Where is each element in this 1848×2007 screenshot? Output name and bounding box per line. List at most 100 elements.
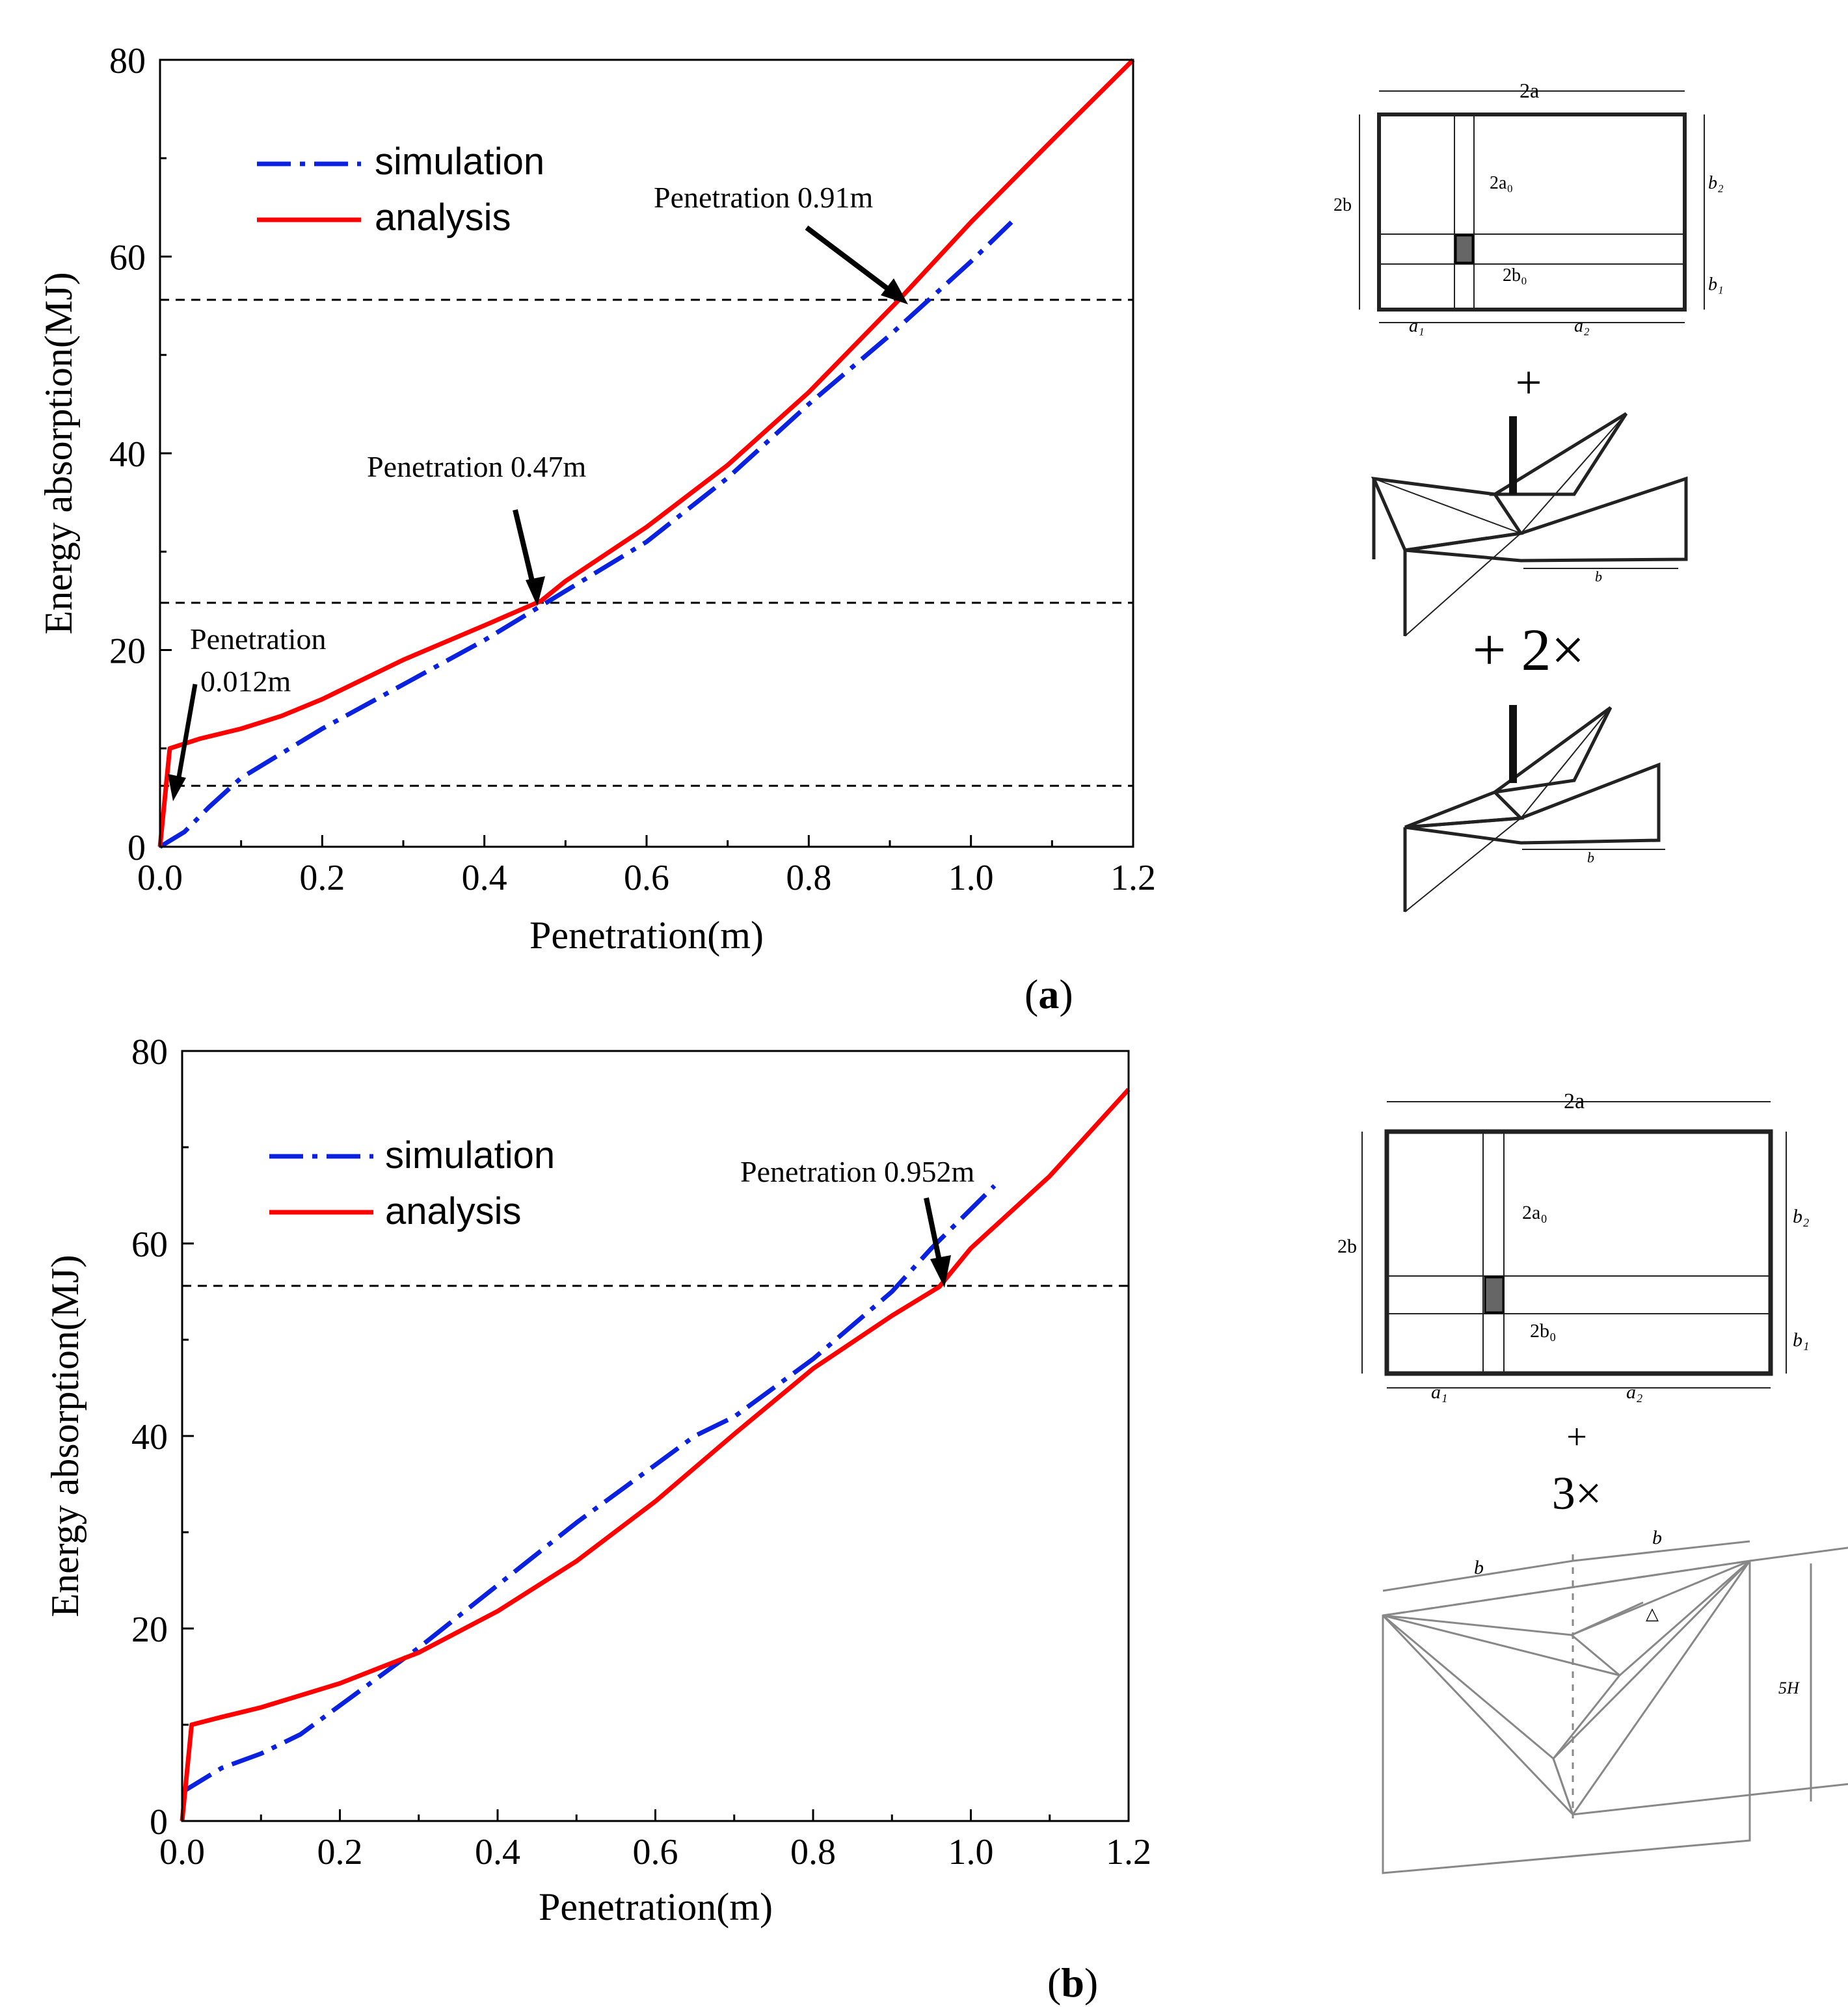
chart-b-ytick-label-2: 40 [131,1417,168,1457]
chart-b-xtick-label-5: 1.0 [948,1832,994,1872]
diagram-a-label-2a0: 2a₀ [1490,173,1513,193]
diagram-b-plate-outline [1384,1129,1773,1376]
chart-a-ytick-label-3: 60 [109,238,146,278]
chart-b-xtick-label-1: 0.2 [317,1832,363,1872]
chart-b-ylabel: Energy absorption(MJ) [44,1255,87,1617]
fold-b-face-center [1382,1614,1574,1816]
annotation-a-091-arrowhead [881,278,908,304]
panel-label-a: (a) [1024,971,1073,1017]
fold2-hinge-2 [1404,817,1521,912]
diagram-b-fold [1382,1540,1848,1874]
diagram-b-label-2b0: 2b₀ [1530,1320,1556,1342]
chart-a-ytick-label-0: 0 [127,828,146,868]
chart-b-ytick-label-0: 0 [150,1802,168,1842]
diagram-b-label-a2: a₂ [1626,1381,1642,1403]
legend-b-simulation-label: simulation [385,1134,555,1176]
diagram-a-fold1-label-b: b [1595,568,1602,585]
annotation-a-0012-arrowhead [168,774,186,801]
chart-b-ytick-label-3: 60 [131,1225,168,1265]
diagram-b-label-right-b: b [1652,1527,1662,1548]
annotation-a-047-arrow [513,509,537,592]
chart-b-xtick-label-2: 0.4 [475,1832,520,1872]
annotation-a-091-text: Penetration 0.91m [654,181,873,214]
diagram-a-plate [1359,90,1705,323]
fold-b-dim-left [1382,1560,1573,1592]
chart-b-series-analysis [180,1087,1131,1822]
chart-b-ticklabels: 0.0 0.2 0.4 0.6 0.8 1.0 1.2 0 20 40 60 80 [131,1032,1151,1872]
chart-a-xtick-label-5: 1.0 [948,858,994,898]
fold1-hinge-2 [1373,478,1521,534]
annotation-b-0952-arrow [924,1197,943,1268]
chart-b-annotations: Penetration 0.952m [740,1155,974,1288]
chart-b-ytick-label-1: 20 [131,1610,168,1650]
diagram-b-plus1: + [1566,1417,1587,1457]
diagram-a-plate-outline [1377,113,1687,312]
legend-a-simulation-label: simulation [375,140,544,183]
diagram-a-plus1: + [1516,356,1542,408]
fold-b-backplane [1382,1560,1751,1874]
annotation-a-047-text: Penetration 0.47m [367,450,586,483]
diagram-a-fold2 [1403,706,1665,912]
chart-a-plot-frame [159,59,1134,848]
chart-a: 0.0 0.2 0.4 0.6 0.8 1.0 1.2 0 20 40 60 80 Penetrati… [37,41,1156,957]
fold-b-dim-right [1572,1540,1750,1562]
chart-b-xtick-label-3: 0.6 [633,1832,678,1872]
diagram-b-label-a1: a₁ [1431,1381,1447,1403]
chart-a-ylabel: Energy absorption(MJ) [37,272,80,634]
diagram-b-label-delta: △ [1646,1604,1659,1623]
chart-b-xtick-label-4: 0.8 [790,1832,836,1872]
fold-b-delta-line [1571,1601,1644,1636]
annotation-b-0952-arrowhead [930,1255,951,1288]
chart-a-ytick-label-2: 40 [109,434,146,475]
diagram-a-label-2b0: 2b₀ [1503,265,1527,286]
legend-b-analysis-label: analysis [385,1190,522,1232]
chart-a-series-analysis [157,58,1135,847]
diagram-b-times: 3× [1552,1467,1602,1519]
chart-a-ticks [159,59,1134,848]
diagram-a-label-b1: b₁ [1708,274,1724,295]
diagram-a-load-patch [1454,234,1474,264]
diagram-b-plate [1361,1101,1787,1389]
chart-a-annotations: Penetration 0.012m Penetration 0.47m Pen… [168,181,908,801]
panel-label-b: (b) [1047,1960,1098,2006]
fold1-hinge-4 [1404,533,1521,637]
annotation-a-0012-arrow [174,684,198,789]
fold-b-top-right-ext [1749,1547,1848,1562]
annotation-a-091-arrow [805,225,898,298]
chart-b-legend: simulation analysis [269,1134,555,1232]
fold-b-face-left [1382,1614,1620,1677]
diagram-b-plate-labels: 2a 2b 2a₀ 2b₀ a₁ a₂ b₂ b₁ [1337,1089,1809,1403]
fold2-top-wing [1493,706,1613,794]
diagram-a-fold2-label-b: b [1587,849,1594,866]
diagram-a-plus2: + 2× [1473,617,1585,683]
annotation-b-0952-text: Penetration 0.952m [740,1155,974,1188]
chart-b-xlabel: Penetration(m) [539,1885,773,1928]
annotation-a-0012-line2: 0.012m [200,665,291,698]
chart-a-ytick-label-4: 80 [109,41,146,81]
diagram-b-label-2a0: 2a₀ [1522,1202,1547,1223]
chart-a-xtick-label-3: 0.6 [624,858,669,898]
diagram-b-label-left-b: b [1474,1557,1484,1578]
diagram-b-label-5h: 5H [1778,1679,1800,1697]
diagram-a-plate-labels: 2a 2b 2a₀ 2b₀ a₁ a₂ b₂ b₁ [1333,79,1724,336]
chart-a-xtick-label-2: 0.4 [462,858,507,898]
chart-b-series-simulation [181,1184,997,1794]
diagram-b-label-2b: 2b [1337,1236,1357,1257]
diagram-a-label-a2: a₂ [1574,316,1590,336]
diagram-a-label-b2: b₂ [1708,173,1724,193]
chart-b: 0.0 0.2 0.4 0.6 0.8 1.0 1.2 0 20 40 60 80 Penetrati… [44,1032,1151,1928]
diagram-b-label-2a: 2a [1564,1089,1585,1113]
diagram-a-label-a1: a₁ [1409,316,1425,336]
chart-a-legend: simulation analysis [257,140,544,239]
chart-b-xtick-label-0: 0.0 [159,1832,205,1872]
chart-a-xtick-label-1: 0.2 [299,858,345,898]
chart-a-xlabel: Penetration(m) [529,914,764,957]
diagram-a-label-2a: 2a [1520,79,1539,102]
chart-b-lines [180,1087,1131,1822]
fold1-top-wing [1489,412,1628,496]
chart-b-ticks [181,1050,1130,1822]
annotation-a-047-arrowhead [526,576,545,606]
fold-b-top-dash [1382,1560,1750,1617]
chart-b-plot-frame [181,1050,1130,1822]
